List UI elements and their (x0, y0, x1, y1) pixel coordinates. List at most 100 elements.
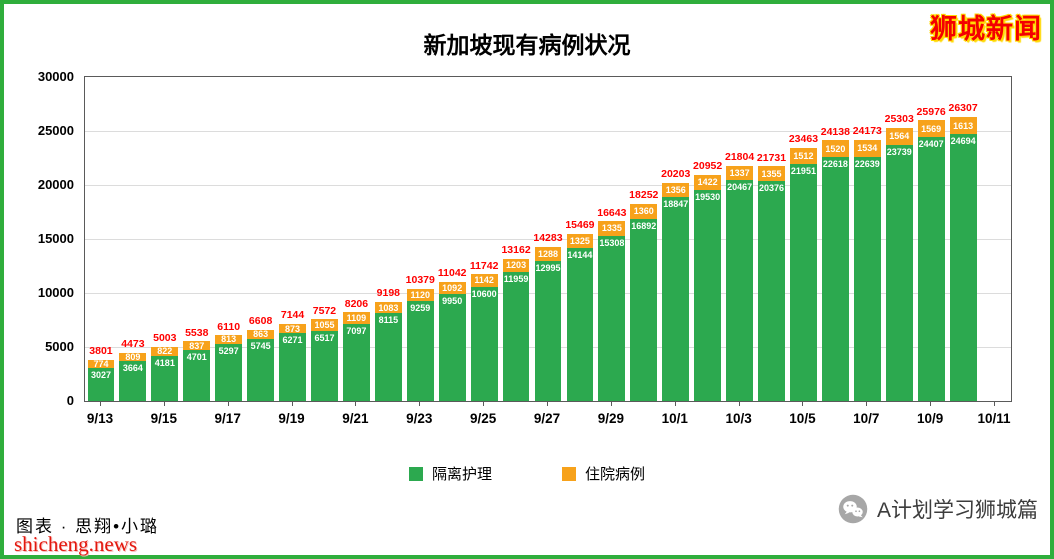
bar-10/10: 24694 1613 26307 (948, 77, 978, 401)
bar-segment-isolation (598, 235, 626, 401)
gridline (85, 131, 1011, 132)
bar-segment-hospitalized (726, 165, 753, 180)
bar-9/23: 9259 1120 10379 (406, 77, 435, 401)
bar-segment-hospitalized (215, 335, 243, 344)
x-tick-label: 9/21 (342, 411, 369, 426)
bar-segment-isolation (438, 293, 466, 401)
hospitalized-value-label: 873 (285, 323, 301, 334)
bar-segment-isolation (215, 343, 243, 401)
isolation-value-label: 16892 (631, 220, 657, 231)
x-tick-label: 9/13 (86, 411, 114, 426)
x-tick-label: 10/7 (853, 411, 880, 426)
bar-segment-isolation (566, 248, 594, 401)
gridline (85, 239, 1011, 240)
x-tick-label: 10/1 (661, 411, 688, 426)
isolation-value-label: 4701 (186, 352, 207, 363)
bar-segment-hospitalized (374, 301, 402, 314)
hospitalized-value-label: 1356 (665, 185, 686, 196)
wechat-icon (838, 494, 868, 524)
gridline (85, 185, 1011, 186)
isolation-value-label: 3664 (122, 363, 143, 374)
x-tick-mark (99, 401, 101, 406)
hospitalized-value-label: 1520 (825, 143, 846, 154)
isolation-value-label: 18847 (663, 199, 689, 210)
wechat-account: A计划学习狮城篇 (838, 494, 1038, 524)
total-value-label: 21731 (756, 151, 787, 164)
y-tick-label: 20000 (37, 177, 74, 192)
hospitalized-value-label: 1142 (474, 275, 494, 286)
hospitalized-value-label: 1335 (601, 223, 622, 234)
hospitalized-value-label: 1325 (569, 236, 590, 247)
bar-9/30: 16892 1360 18252 (629, 77, 659, 401)
bar-9/25: 10600 1142 11742 (469, 77, 499, 401)
total-value-label: 6608 (248, 315, 273, 328)
x-tick-mark (291, 401, 293, 406)
bar-segment-isolation (119, 361, 147, 401)
isolation-value-label: 23739 (886, 146, 912, 157)
bar-segment-hospitalized (406, 288, 434, 302)
total-value-label: 15469 (565, 219, 595, 232)
bar-segment-isolation (726, 179, 753, 401)
legend-swatch-hospitalized (562, 466, 576, 481)
bar-segment-isolation (247, 338, 275, 401)
isolation-value-label: 4181 (154, 357, 175, 368)
bar-segment-isolation (311, 330, 338, 401)
legend-label-hospitalized: 住院病例 (585, 466, 646, 483)
total-value-label: 11042 (437, 267, 467, 280)
bar-10/3: 20467 1337 21804 (725, 77, 754, 401)
bar-segment-hospitalized (534, 246, 562, 261)
total-value-label: 6110 (217, 320, 241, 333)
y-tick-label: 0 (66, 393, 74, 408)
bar-segment-isolation (758, 180, 785, 401)
bar-segment-isolation (949, 134, 977, 401)
bar-10/6: 22618 1520 24138 (821, 77, 850, 401)
hospitalized-value-label: 1203 (506, 260, 527, 271)
x-tick-mark (930, 401, 932, 406)
bar-segment-hospitalized (247, 329, 275, 339)
bar-segment-isolation (279, 333, 306, 401)
hospitalized-value-label: 837 (189, 340, 205, 351)
x-tick-label: 10/5 (789, 411, 816, 426)
bar-segment-hospitalized (151, 346, 179, 356)
isolation-value-label: 11959 (503, 273, 529, 284)
bar-9/18: 5745 863 6608 (247, 77, 275, 401)
isolation-value-label: 20376 (758, 182, 785, 193)
hospitalized-value-label: 1055 (314, 319, 335, 330)
hospitalized-value-label: 1092 (442, 282, 463, 293)
bar-9/20: 6517 1055 7572 (311, 77, 338, 401)
bar-9/26: 11959 1203 13162 (501, 77, 531, 401)
total-value-label: 20952 (693, 160, 723, 173)
bar-segment-hospitalized (311, 319, 338, 331)
bar-9/21: 7097 1109 8206 (343, 77, 370, 401)
bar-segment-isolation (374, 313, 402, 401)
isolation-value-label: 24694 (950, 136, 976, 147)
total-value-label: 4473 (121, 338, 145, 351)
x-axis: 9/13 9/15 9/17 9/19 9/21 9/23 9/25 9/27 9/29 10/1… (84, 401, 1011, 437)
x-tick-mark (355, 401, 357, 406)
bar-segment-hospitalized (598, 221, 626, 236)
bar-segment-isolation (790, 163, 817, 401)
bar-segment-hospitalized (917, 120, 945, 138)
x-tick-mark (227, 401, 229, 406)
total-value-label: 11742 (469, 259, 499, 272)
x-tick-mark (866, 401, 868, 406)
total-value-label: 14283 (533, 232, 563, 245)
isolation-value-label: 15308 (599, 237, 625, 248)
hospitalized-value-label: 1360 (633, 206, 654, 217)
x-tick-mark (163, 401, 165, 406)
total-value-label: 7144 (280, 309, 305, 322)
hospitalized-value-label: 822 (157, 346, 173, 357)
bar-9/14: 3664 809 4473 (119, 77, 147, 401)
hospitalized-value-label: 1083 (378, 302, 399, 313)
bar-segment-isolation (630, 218, 658, 401)
bar-segment-isolation (502, 271, 530, 401)
x-tick-label: 10/9 (917, 411, 944, 426)
total-value-label: 5538 (185, 326, 209, 339)
y-tick-label: 30000 (37, 69, 74, 84)
isolation-value-label: 7097 (346, 326, 367, 337)
isolation-value-label: 22639 (854, 158, 880, 169)
total-value-label: 24173 (852, 125, 882, 138)
isolation-value-label: 21951 (790, 165, 816, 176)
isolation-value-label: 20467 (727, 181, 753, 192)
total-value-label: 18252 (629, 189, 659, 202)
